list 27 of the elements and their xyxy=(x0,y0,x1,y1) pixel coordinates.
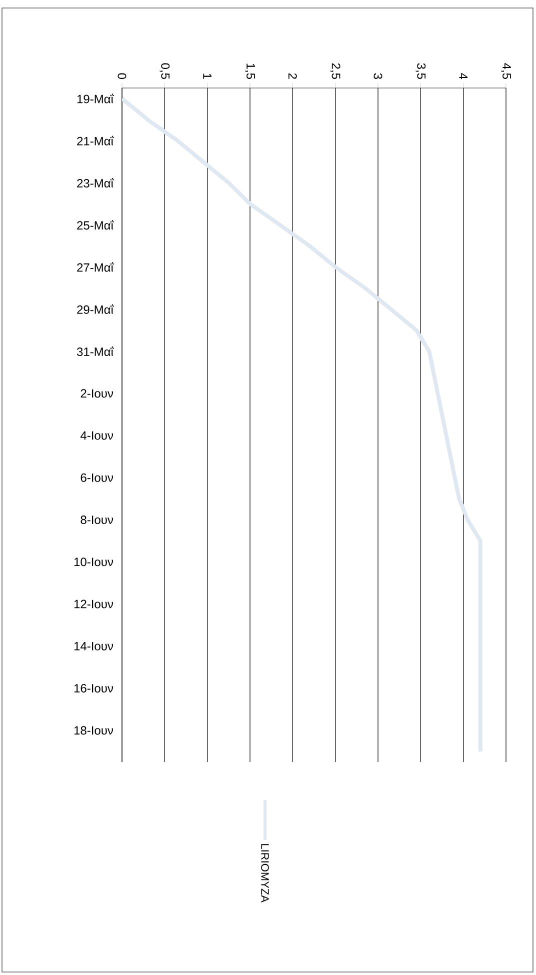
x-tick-label: 4 xyxy=(459,73,468,80)
x-tick-label: 2 xyxy=(288,73,297,79)
y-tick-label: 4-Ιουν xyxy=(80,431,114,440)
y-tick-label: 12-Ιουν xyxy=(74,600,113,608)
x-tick-label: 2,5 xyxy=(330,63,340,79)
y-tick-label: 10-Ιουν xyxy=(74,558,113,566)
y-tick-label: 29-Μαΐ xyxy=(77,304,114,314)
y-tick-label: 16-Ιουν xyxy=(74,684,113,693)
y-tick-label: 31-Μαΐ xyxy=(76,346,114,356)
x-tick-label: 1,5 xyxy=(245,64,255,79)
y-tick-label: 18-Ιουν xyxy=(74,726,113,735)
y-tick-label: 8-Ιουν xyxy=(80,516,114,524)
text: LIRIOMYZA xyxy=(261,844,269,902)
x-tick-label: 0,5 xyxy=(160,63,170,79)
x-tick-label: 1 xyxy=(203,74,212,79)
y-tick-label: 25-Μαΐ xyxy=(77,220,114,230)
y-tick-label: 21-Μαΐ xyxy=(77,136,114,146)
y-tick-label: 2-Ιουν xyxy=(80,389,114,398)
y-tick-label: 27-Μαΐ xyxy=(77,262,114,272)
y-tick-label: 14-Ιουν xyxy=(74,642,113,650)
y-tick-label: 23-Μαΐ xyxy=(77,178,114,188)
y-tick-label: 19-Μαΐ xyxy=(77,94,114,104)
x-tick-label: 0 xyxy=(118,73,126,80)
x-tick-label: 4,5 xyxy=(501,63,511,79)
x-tick-label: 3,5 xyxy=(416,63,426,79)
x-tick-label: 3 xyxy=(374,73,382,79)
y-tick-label: 6-Ιουν xyxy=(80,473,114,482)
